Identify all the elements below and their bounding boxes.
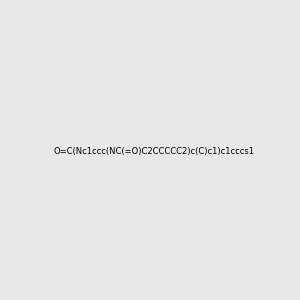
Text: O=C(Nc1ccc(NC(=O)C2CCCCC2)c(C)c1)c1cccs1: O=C(Nc1ccc(NC(=O)C2CCCCC2)c(C)c1)c1cccs1 — [53, 147, 254, 156]
